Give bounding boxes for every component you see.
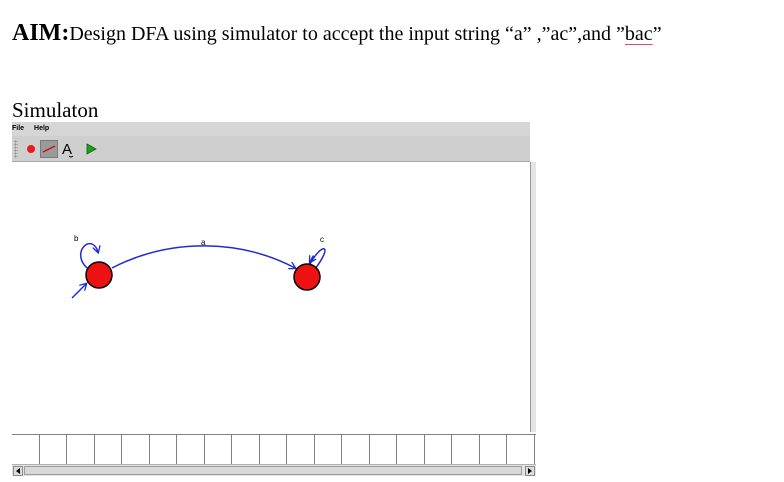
aim-text: Design DFA using simulator to accept the…: [69, 23, 625, 45]
scroll-left-button[interactable]: [13, 466, 23, 476]
vertical-scrollbar[interactable]: [530, 162, 536, 432]
section-heading: Simulaton: [12, 98, 99, 122]
transition-q0-q1[interactable]: [111, 245, 295, 268]
state-q0[interactable]: [85, 261, 113, 289]
tape-cell[interactable]: [287, 435, 315, 465]
tape-cell[interactable]: [315, 435, 342, 465]
tape-cell[interactable]: [425, 435, 452, 465]
tape-cell[interactable]: [342, 435, 370, 465]
tape-cell[interactable]: [397, 435, 425, 465]
tape-cell[interactable]: [40, 435, 67, 465]
state-q1[interactable]: [293, 263, 321, 291]
start-arrow: [71, 284, 86, 299]
transition-tool-button[interactable]: [40, 140, 58, 158]
tape-cell[interactable]: [370, 435, 397, 465]
dfa-diagram: b a c: [71, 234, 326, 299]
dfa-canvas[interactable]: b a c: [12, 162, 530, 432]
menu-help[interactable]: Help: [34, 125, 50, 132]
transition-label-a: a: [201, 238, 206, 247]
play-icon: [86, 143, 97, 155]
tape-cell[interactable]: [12, 435, 40, 465]
state-circle-icon: [27, 145, 35, 153]
tape-cell[interactable]: [480, 435, 507, 465]
menu-file[interactable]: File: [12, 125, 25, 132]
simulator-window: File Help A: [12, 122, 536, 478]
self-loop-q0[interactable]: [80, 242, 98, 269]
transition-label-b: b: [74, 234, 79, 243]
tape-cell[interactable]: [122, 435, 150, 465]
tape-cell[interactable]: [260, 435, 287, 465]
run-simulation-button[interactable]: [82, 140, 100, 158]
aim-statement: AIM:Design DFA using simulator to accept…: [12, 20, 662, 47]
tape-cell[interactable]: [205, 435, 232, 465]
text-tool-icon: A: [61, 140, 72, 158]
scroll-thumb[interactable]: [24, 466, 522, 475]
tape-cell[interactable]: [177, 435, 205, 465]
horizontal-scrollbar[interactable]: [12, 464, 536, 476]
tape-cell[interactable]: [150, 435, 177, 465]
aim-label: AIM:: [12, 20, 70, 46]
tape-cell[interactable]: [67, 435, 95, 465]
toolbar: A: [12, 136, 530, 162]
aim-underlined-word: bac: [624, 23, 653, 45]
menu-bar: File Help: [12, 122, 530, 136]
arrow-left-icon: [16, 468, 20, 474]
tape-cell[interactable]: [95, 435, 122, 465]
transition-label-c: c: [320, 235, 324, 244]
state-tool-button[interactable]: [22, 140, 40, 158]
aim-text-end: ”: [652, 23, 662, 45]
toolbar-grip[interactable]: [14, 140, 18, 158]
tape-cell[interactable]: [232, 435, 260, 465]
arrow-right-icon: [528, 468, 532, 474]
scroll-right-button[interactable]: [525, 466, 535, 476]
tape-cell[interactable]: [507, 435, 535, 465]
tape-cell[interactable]: [452, 435, 480, 465]
text-tool-button[interactable]: A: [58, 140, 76, 158]
input-tape: [12, 434, 536, 465]
self-loop-q1-arrow: [310, 256, 313, 265]
text-cursor-icon: [69, 155, 74, 158]
transition-line-icon: [42, 145, 56, 153]
